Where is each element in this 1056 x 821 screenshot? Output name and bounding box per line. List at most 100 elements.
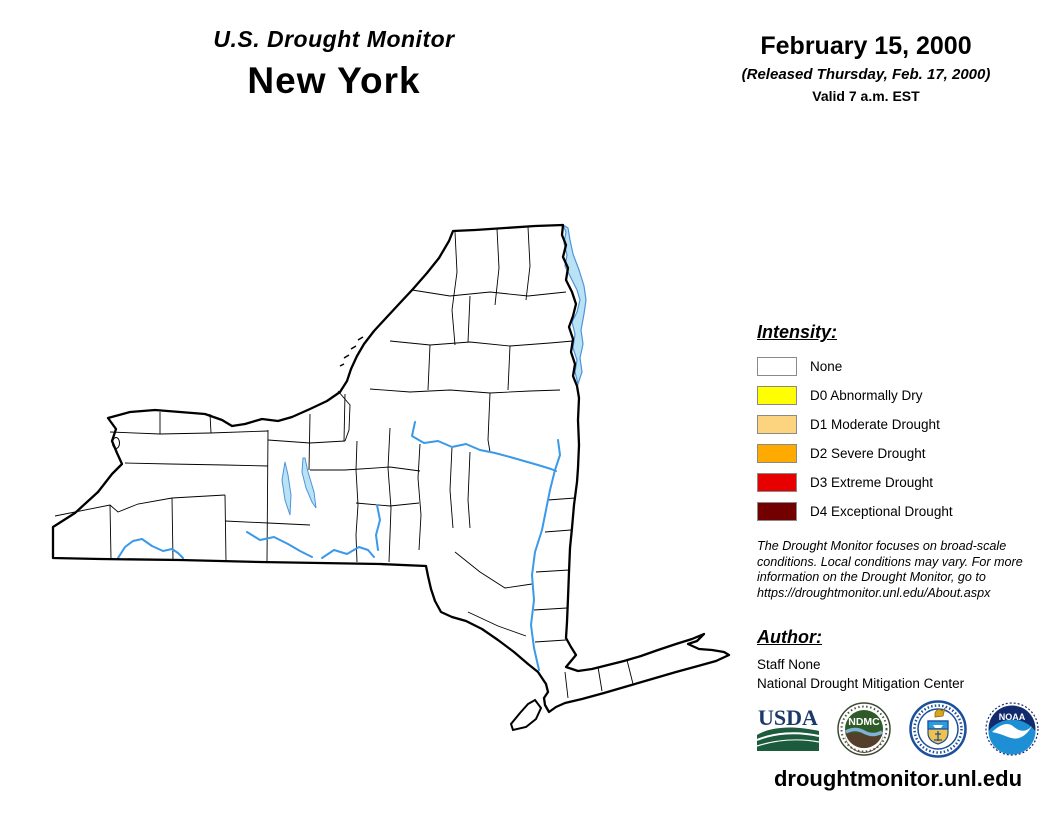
released-date: (Released Thursday, Feb. 17, 2000)	[741, 66, 991, 83]
disclaimer-line: conditions. Local conditions may vary. F…	[757, 554, 1023, 569]
author-name: Staff None	[757, 657, 821, 672]
legend-label-d4-exceptional-drought: D4 Exceptional Drought	[810, 504, 953, 519]
commerce-eagle	[934, 706, 946, 718]
county-line	[597, 666, 603, 692]
legend-label-d2-severe-drought: D2 Severe Drought	[810, 446, 926, 461]
county-line	[467, 295, 471, 343]
county-line	[494, 228, 500, 306]
county-line	[507, 345, 511, 391]
county-line	[387, 427, 392, 563]
state-fill	[53, 225, 729, 712]
allegheny-river	[117, 538, 184, 559]
noaa-bird	[991, 723, 1032, 739]
noaa-logo-icon: NOAA	[985, 702, 1039, 756]
footer-url: droughtmonitor.unl.edu	[773, 766, 1023, 791]
legend-row-d4-exceptional-drought: D4 Exceptional Drought	[757, 497, 1042, 526]
rivers	[117, 421, 561, 671]
county-line	[564, 671, 569, 699]
usda-logo-field	[757, 727, 819, 751]
seneca-lake	[281, 461, 292, 516]
ndmc-logo-text: NDMC	[849, 716, 881, 728]
date-block: February 15, 2000 (Released Thursday, Fe…	[710, 32, 1022, 104]
legend-swatch-d4-exceptional-drought	[757, 502, 797, 521]
author-heading: Author:	[757, 627, 822, 647]
map-date: February 15, 2000	[760, 32, 972, 60]
intensity-legend: Intensity: None D0 Abnormally Dry D1 Moder…	[757, 322, 1042, 526]
county-line	[411, 289, 567, 297]
chemung-river	[246, 531, 313, 558]
disclaimer-line: https://droughtmonitor.unl.edu/About.asp…	[757, 585, 991, 600]
state-name: New York	[247, 60, 421, 101]
county-line	[451, 231, 458, 346]
ndmc-logo-icon: NDMC	[837, 702, 892, 756]
legend-label-none: None	[810, 359, 843, 374]
chenango-river	[375, 504, 381, 551]
legend-label-d3-extreme-drought: D3 Extreme Drought	[810, 475, 934, 490]
legend-swatch-d2-severe-drought	[757, 444, 797, 463]
legend-row-d3-extreme-drought: D3 Extreme Drought	[757, 468, 1042, 497]
author-organization: National Drought Mitigation Center	[757, 676, 965, 691]
county-line	[533, 607, 568, 611]
county-line	[547, 497, 576, 501]
county-line	[343, 393, 346, 442]
disclaimer-line: information on the Drought Monitor, go t…	[757, 570, 986, 584]
county-line	[224, 520, 311, 526]
county-line	[535, 569, 570, 573]
county-line	[544, 529, 572, 533]
county-line	[525, 226, 531, 301]
county-line	[454, 551, 533, 589]
cayuga-lake	[301, 457, 317, 509]
county-line	[109, 430, 269, 435]
legend-row-none: None	[757, 352, 1042, 381]
county-line	[467, 451, 471, 529]
legend-label-d1-moderate-drought: D1 Moderate Drought	[810, 417, 940, 432]
county-line	[626, 659, 634, 685]
county-line	[389, 340, 574, 347]
noaa-logo-text: NOAA	[999, 712, 1026, 722]
legend-swatch-none	[757, 357, 797, 376]
county-line	[224, 494, 227, 562]
county-line	[308, 413, 311, 471]
county-line	[355, 502, 420, 507]
county-line	[467, 611, 527, 637]
county-boundaries	[54, 226, 634, 699]
legend-swatch-d0-abnormally-dry	[757, 386, 797, 405]
county-line	[417, 443, 422, 551]
county-line	[54, 494, 226, 517]
county-line	[124, 462, 269, 467]
county-line	[487, 392, 491, 453]
state-outline	[51, 223, 731, 714]
county-line	[337, 390, 351, 442]
staten-island	[509, 698, 543, 732]
susquehanna-river	[321, 546, 375, 559]
county-line	[267, 439, 346, 444]
thousand-islands	[339, 336, 364, 367]
legend-swatch-d1-moderate-drought	[757, 415, 797, 434]
logo-row: USDA NDMC NOAA	[756, 700, 1040, 758]
legend-row-d1-moderate-drought: D1 Moderate Drought	[757, 410, 1042, 439]
hudson-river	[530, 439, 561, 671]
valid-time: Valid 7 a.m. EST	[812, 88, 920, 104]
county-line	[449, 446, 454, 529]
usda-logo-icon: USDA	[756, 706, 820, 751]
legend-row-d0-abnormally-dry: D0 Abnormally Dry	[757, 381, 1042, 410]
county-line	[427, 344, 431, 391]
legend-row-d2-severe-drought: D2 Severe Drought	[757, 439, 1042, 468]
county-line	[109, 504, 112, 560]
legend-items: None D0 Abnormally Dry D1 Moderate Drought…	[757, 352, 1042, 526]
county-line	[355, 440, 359, 563]
title-block: U.S. Drought Monitor New York	[148, 26, 520, 102]
county-line	[310, 466, 421, 472]
legend-swatch-d3-extreme-drought	[757, 473, 797, 492]
disclaimer-text: The Drought Monitor focuses on broad-sca…	[757, 539, 1023, 601]
county-line	[369, 388, 561, 394]
mohawk-river	[411, 421, 557, 472]
disclaimer-line: The Drought Monitor focuses on broad-sca…	[757, 539, 1007, 553]
legend-heading: Intensity:	[757, 322, 838, 342]
county-line	[534, 639, 567, 643]
author-block: Author: Staff None National Drought Miti…	[757, 627, 964, 693]
county-line	[209, 413, 212, 434]
